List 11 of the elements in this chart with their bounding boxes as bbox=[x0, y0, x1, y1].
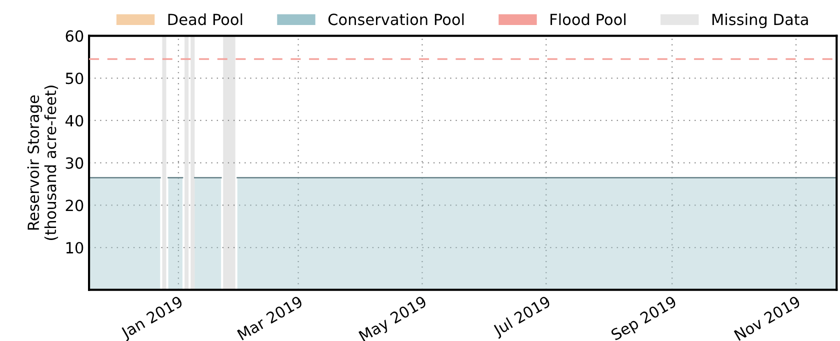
y-tick-label: 10 bbox=[66, 242, 84, 254]
y-tick-label: 60 bbox=[66, 30, 84, 42]
legend-label: Conservation Pool bbox=[328, 13, 464, 26]
legend-label: Dead Pool bbox=[168, 13, 242, 26]
y-tick-label: 20 bbox=[66, 200, 84, 212]
y-tick-label: 50 bbox=[66, 72, 84, 84]
y-tick-label: 40 bbox=[65, 114, 84, 127]
legend-label: Missing Data bbox=[712, 13, 808, 28]
legend-label: Flood Pool bbox=[550, 13, 626, 26]
y-axis-title: Reservoir Storage (thousand acre-feet) bbox=[27, 86, 58, 240]
y-tick-label: 30 bbox=[66, 157, 84, 169]
